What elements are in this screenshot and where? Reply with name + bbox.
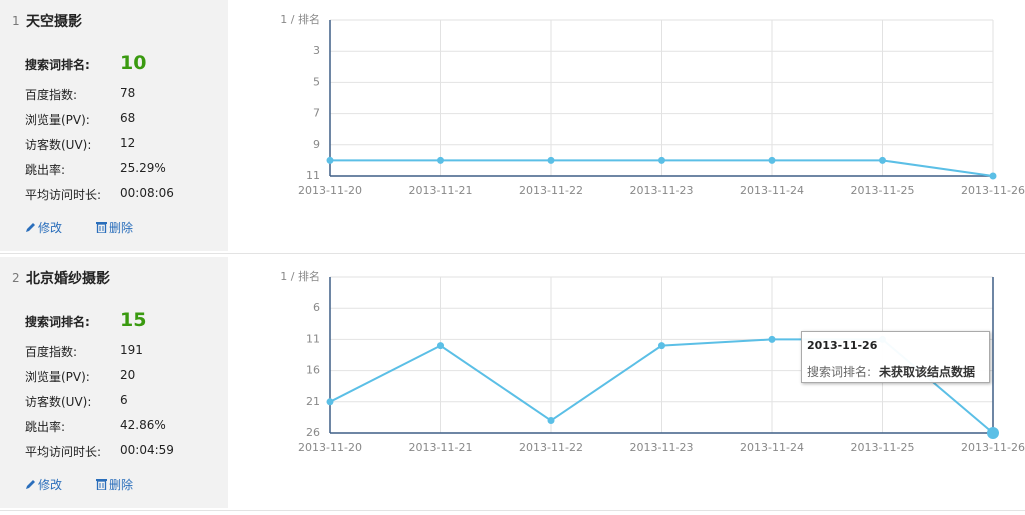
- stat-label: 跳出率:: [25, 420, 66, 434]
- y-tick-label: 1 / 排名: [280, 269, 320, 283]
- stat-label: 访客数(UV):: [25, 138, 92, 152]
- stat-label: 跳出率:: [25, 163, 66, 177]
- rank-label: 搜索词排名:: [25, 58, 90, 72]
- stat-label: 平均访问时长:: [25, 188, 102, 202]
- stat-label: 访客数(UV):: [25, 395, 92, 409]
- x-tick-label: 2013-11-24: [740, 441, 804, 454]
- edit-button[interactable]: 修改: [25, 219, 62, 236]
- data-point[interactable]: [437, 156, 444, 164]
- rank-value: 15: [120, 309, 147, 331]
- x-tick-label: 2013-11-23: [630, 184, 694, 197]
- data-point[interactable]: [437, 342, 444, 350]
- edit-button[interactable]: 修改: [25, 476, 62, 493]
- stat-value: 78: [120, 86, 136, 100]
- data-point[interactable]: [547, 417, 555, 425]
- x-tick-label: 2013-11-26: [961, 184, 1025, 197]
- summary-panel: 1 天空摄影搜索词排名: 10 百度指数: 78 浏览量(PV): 68 访客数(UV): 12…: [0, 0, 228, 251]
- x-tick-label: 2013-11-22: [519, 184, 583, 197]
- data-point[interactable]: [547, 156, 555, 164]
- y-tick-label: 11: [306, 332, 320, 345]
- y-tick-label: 5: [313, 75, 320, 88]
- tooltip-label: 搜索词排名:: [807, 365, 872, 379]
- rank-chart: 2013-11-20 2013-11-21 2013-11-22 2013-11-23…: [280, 12, 1025, 197]
- stat-value: 00:04:59: [120, 443, 174, 457]
- tooltip: 2013-11-26 搜索词排名: 未获取该结点数据: [801, 331, 990, 383]
- tooltip-value: 未获取该结点数据: [879, 365, 976, 379]
- delete-icon: [96, 479, 107, 491]
- edit-text: 修改: [38, 221, 63, 235]
- x-tick-label: 2013-11-20: [298, 441, 362, 454]
- edit-icon: [26, 223, 35, 232]
- keyword-name: 北京婚纱摄影: [26, 271, 110, 287]
- rank-value: 10: [120, 52, 147, 74]
- data-point[interactable]: [989, 172, 997, 180]
- stat-value: 12: [120, 136, 136, 150]
- stat-value: 68: [120, 111, 136, 125]
- keyword-name: 天空摄影: [26, 14, 82, 30]
- keyword-item: 2 北京婚纱摄影 搜索词排名: 15 百度指数: 191 浏览量(PV): 20 访客数(UV)…: [0, 257, 1025, 514]
- y-tick-label: 21: [306, 395, 320, 408]
- stat-value: 42.86%: [120, 418, 166, 432]
- delete-button[interactable]: 删除: [96, 476, 133, 493]
- delete-button[interactable]: 删除: [96, 219, 133, 236]
- x-tick-label: 2013-11-20: [298, 184, 362, 197]
- stat-label: 百度指数:: [25, 345, 78, 359]
- y-tick-label: 1 / 排名: [280, 12, 320, 26]
- x-tick-label: 2013-11-24: [740, 184, 804, 197]
- item-index: 1: [12, 14, 20, 28]
- y-tick-label: 9: [313, 138, 320, 151]
- data-point[interactable]: [658, 156, 665, 164]
- data-point[interactable]: [987, 427, 999, 439]
- edit-text: 修改: [38, 478, 63, 492]
- stat-value: 00:08:06: [120, 186, 174, 200]
- stat-value: 191: [120, 343, 143, 357]
- data-point[interactable]: [658, 342, 665, 350]
- x-tick-label: 2013-11-22: [519, 441, 583, 454]
- stat-label: 浏览量(PV):: [25, 370, 90, 384]
- stat-label: 平均访问时长:: [25, 445, 102, 459]
- item-index: 2: [12, 271, 20, 285]
- x-tick-label: 2013-11-25: [851, 441, 915, 454]
- divider: [0, 253, 1025, 254]
- stat-value: 25.29%: [120, 161, 166, 175]
- delete-text: 删除: [109, 221, 134, 235]
- stat-value: 20: [120, 368, 136, 382]
- y-tick-label: 7: [313, 107, 320, 120]
- x-tick-label: 2013-11-26: [961, 441, 1025, 454]
- y-tick-label: 26: [306, 426, 320, 439]
- y-tick-label: 11: [306, 169, 320, 182]
- y-tick-label: 16: [306, 364, 320, 377]
- data-point[interactable]: [326, 398, 334, 406]
- delete-text: 删除: [109, 478, 134, 492]
- delete-icon: [96, 222, 107, 234]
- x-tick-label: 2013-11-23: [630, 441, 694, 454]
- stat-value: 6: [120, 393, 128, 407]
- data-point[interactable]: [879, 156, 886, 164]
- data-point[interactable]: [768, 335, 776, 343]
- data-point[interactable]: [768, 156, 776, 164]
- edit-icon: [26, 480, 35, 489]
- divider: [0, 510, 1025, 511]
- keyword-item: 1 天空摄影搜索词排名: 10 百度指数: 78 浏览量(PV): 68 访客数(UV): 12…: [0, 0, 1025, 257]
- y-tick-label: 6: [313, 301, 320, 314]
- summary-panel: 2 北京婚纱摄影 搜索词排名: 15 百度指数: 191 浏览量(PV): 20 访客数(UV)…: [0, 257, 228, 508]
- x-tick-label: 2013-11-25: [851, 184, 915, 197]
- x-tick-label: 2013-11-21: [409, 441, 473, 454]
- stat-label: 百度指数:: [25, 88, 78, 102]
- stat-label: 浏览量(PV):: [25, 113, 90, 127]
- rank-label: 搜索词排名:: [25, 315, 90, 329]
- y-tick-label: 3: [313, 44, 320, 57]
- data-point[interactable]: [326, 156, 334, 164]
- tooltip-title: 2013-11-26: [807, 339, 878, 352]
- x-tick-label: 2013-11-21: [409, 184, 473, 197]
